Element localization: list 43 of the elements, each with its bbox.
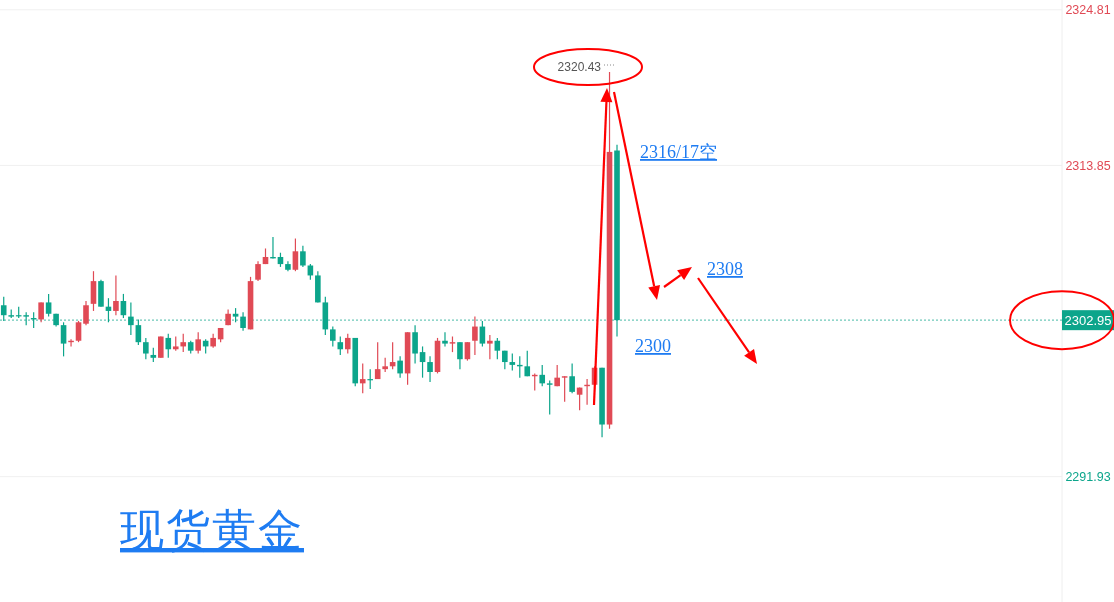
candlestick xyxy=(165,333,172,359)
candlestick xyxy=(359,362,366,394)
y-tick-label: 2313.85 xyxy=(1065,158,1111,173)
candlestick xyxy=(113,274,119,316)
annotation: 2308 xyxy=(707,259,743,279)
candlestick xyxy=(45,293,52,318)
candlestick xyxy=(472,316,478,356)
annotation: 2300 xyxy=(635,336,671,356)
candlestick xyxy=(143,337,149,360)
candlestick xyxy=(561,375,568,403)
annotation: 2316/17空 xyxy=(640,142,718,162)
candlestick xyxy=(427,355,433,383)
candlestick xyxy=(60,321,67,357)
candlestick xyxy=(90,270,97,312)
candlestick xyxy=(337,335,344,356)
annotation: 2320.43 xyxy=(557,60,602,74)
candlestick xyxy=(0,296,7,322)
candlestick xyxy=(83,300,89,326)
candlestick xyxy=(442,331,448,348)
y-tick-label: 2324.81 xyxy=(1065,3,1111,18)
candlestick xyxy=(487,334,493,360)
candlestick xyxy=(158,335,164,359)
candlestick xyxy=(412,324,418,365)
candlestick xyxy=(457,341,463,370)
candlestick xyxy=(344,333,351,355)
candlestick xyxy=(240,311,246,332)
candlestick xyxy=(128,301,134,336)
candlestick xyxy=(524,350,531,377)
ref-label: 2302.95 xyxy=(1062,310,1114,331)
candlestick xyxy=(330,325,336,348)
candlestick xyxy=(397,355,403,379)
candlestick xyxy=(300,245,306,268)
y-tick-label: 2291.93 xyxy=(1065,470,1111,485)
candlestick xyxy=(38,301,44,323)
candlestick xyxy=(292,237,299,272)
candlestick xyxy=(539,364,546,387)
candlestick xyxy=(546,379,553,416)
candlestick xyxy=(255,260,261,282)
candlestick xyxy=(75,320,82,343)
candlestick xyxy=(195,331,201,355)
text: 现货黄金 xyxy=(120,506,304,555)
candlestick xyxy=(569,362,575,394)
candlestick xyxy=(180,333,187,353)
